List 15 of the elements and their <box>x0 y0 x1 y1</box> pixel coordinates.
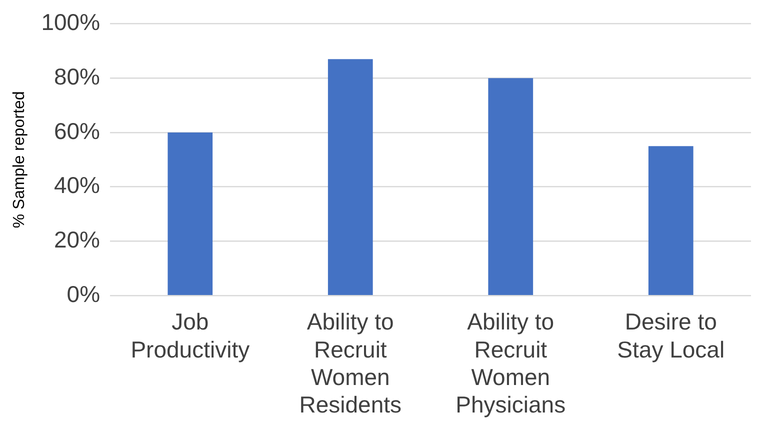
x-tick-label: Job Productivity <box>130 308 250 362</box>
x-tick-label: Ability to Recruit Women Physicians <box>456 308 566 418</box>
y-tick-label: 80% <box>54 64 100 90</box>
bar <box>488 78 534 295</box>
y-axis-title: % Sample reported <box>11 91 28 228</box>
bar <box>328 59 373 295</box>
y-tick-label: 100% <box>41 9 100 36</box>
bar <box>168 132 213 295</box>
x-tick-label: Ability to Recruit Women Residents <box>299 308 402 418</box>
y-tick-label: 60% <box>54 118 100 144</box>
y-tick-label: 40% <box>54 172 100 198</box>
y-tick-label: 0% <box>66 280 100 307</box>
bar <box>648 146 694 295</box>
x-tick-label: Desire to Stay Local <box>617 308 725 362</box>
y-tick-label: 20% <box>54 226 100 253</box>
